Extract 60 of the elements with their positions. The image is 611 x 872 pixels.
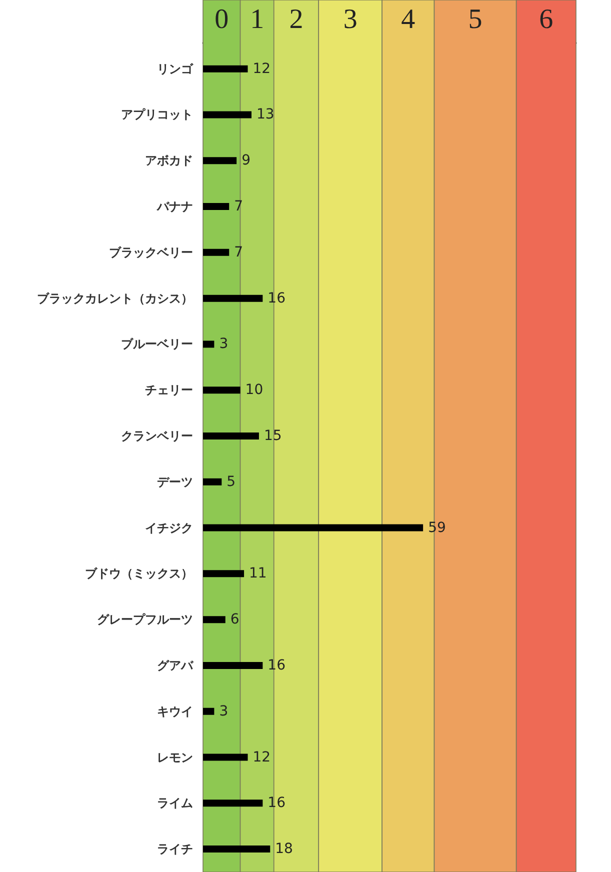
bar	[203, 846, 270, 853]
y-tick-label: グレープフルーツ	[97, 612, 193, 627]
bar	[203, 294, 263, 302]
data-label: 3	[219, 703, 228, 720]
data-label: 16	[268, 290, 286, 306]
y-tick-label: アプリコット	[121, 108, 193, 122]
data-label: 10	[245, 382, 264, 398]
data-label: 5	[226, 474, 236, 490]
y-tick-label: ライチ	[157, 842, 193, 856]
band-label: 6	[539, 4, 554, 36]
bar	[203, 524, 424, 532]
bar	[203, 570, 244, 578]
y-tick-label: ブドウ（ミックス）	[85, 566, 193, 581]
y-tick-label: バナナ	[156, 200, 193, 214]
data-label: 11	[249, 566, 267, 582]
data-label: 7	[234, 244, 244, 260]
y-tick-label: リンゴ	[157, 62, 194, 76]
y-tick-label: ブラックベリー	[109, 245, 193, 260]
bar	[203, 340, 214, 348]
y-tick-label: イチジク	[145, 520, 193, 535]
band-label: 2	[289, 4, 304, 36]
bar	[203, 65, 248, 72]
y-tick-label: チェリー	[145, 383, 193, 398]
band-label: 0	[214, 4, 229, 36]
bar	[203, 157, 237, 164]
bar	[203, 248, 230, 256]
data-label: 7	[234, 198, 244, 215]
bar	[203, 616, 226, 624]
data-label: 12	[252, 749, 271, 766]
y-tick-label: ブラックカレント（カシス）	[37, 291, 193, 306]
data-label: 13	[256, 106, 274, 123]
y-tick-label: ブルーベリー	[121, 337, 193, 352]
data-label: 18	[275, 841, 293, 858]
y-tick-label: グアバ	[157, 658, 194, 672]
bar	[203, 203, 230, 210]
bar	[203, 708, 214, 715]
bar	[203, 478, 222, 486]
band-label: 1	[250, 4, 264, 36]
bar	[203, 800, 263, 807]
band-label: 4	[401, 4, 416, 36]
bar	[203, 754, 248, 761]
y-tick-label: アボカド	[145, 154, 193, 168]
data-label: 16	[268, 657, 286, 674]
y-tick-label: ライム	[157, 796, 193, 810]
y-tick-label: デーツ	[157, 474, 193, 489]
data-label: 15	[264, 428, 282, 444]
y-tick-label: レモン	[157, 750, 193, 764]
bar	[203, 432, 259, 440]
data-label: 3	[219, 336, 228, 352]
y-tick-label: クランベリー	[121, 429, 193, 443]
data-label: 9	[242, 152, 250, 169]
data-label: 16	[268, 795, 286, 812]
bar	[203, 111, 252, 118]
band-label: 5	[468, 4, 482, 36]
bar	[203, 662, 263, 669]
data-label: 12	[252, 60, 271, 77]
y-tick-label: キウイ	[157, 704, 193, 718]
band-label: 3	[343, 4, 358, 36]
data-label: 6	[230, 612, 240, 628]
bar	[203, 386, 240, 394]
